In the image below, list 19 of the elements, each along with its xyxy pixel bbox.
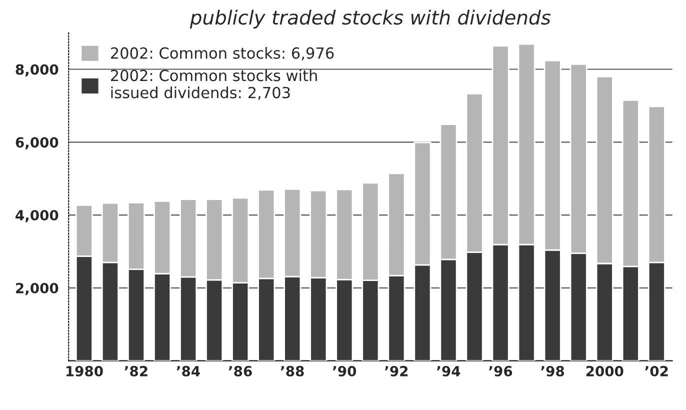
x-tick-label: ’96 [489, 366, 512, 376]
x-tick-label: ’94 [437, 366, 460, 376]
y-tick-label: 6,000 [16, 137, 58, 150]
x-tick-label: ’82 [124, 366, 148, 376]
legend-label: 2002: Common stocks with issued dividends: 2,703 [110, 69, 317, 100]
x-tick-label: ’90 [332, 366, 356, 376]
x-tick-label: ’88 [280, 366, 304, 376]
x-tick-label: ’84 [176, 366, 200, 376]
x-tick-label: 2000 [586, 366, 624, 376]
x-tick-label: 1980 [66, 366, 103, 376]
y-tick-label: 4,000 [16, 210, 58, 222]
legend-label: 2002: Common stocks: 6,976 [110, 47, 334, 60]
x-tick-label: ’02 [645, 366, 668, 376]
y-tick-label: 8,000 [16, 64, 58, 76]
x-tick-label: ’86 [228, 366, 252, 376]
x-tick-label: ’92 [385, 366, 408, 376]
x-tick-label: ’98 [541, 366, 564, 376]
chart-title: publicly traded stocks with dividends [190, 10, 551, 29]
y-tick-label: 2,000 [16, 282, 58, 296]
